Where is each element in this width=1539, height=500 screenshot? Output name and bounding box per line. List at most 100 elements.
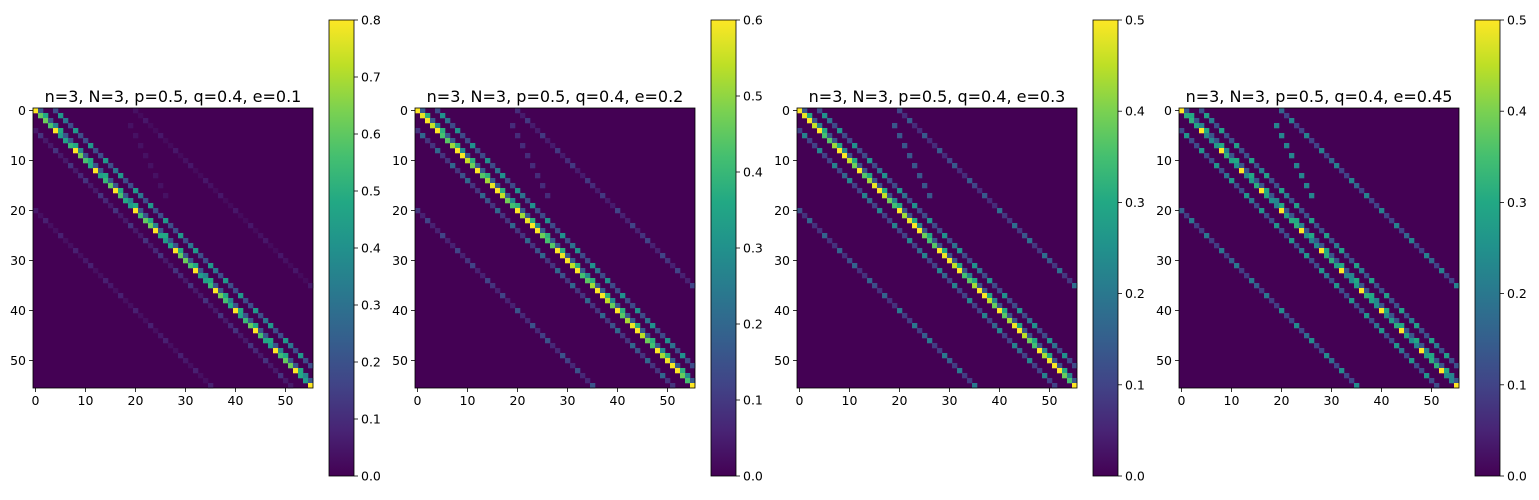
heatmap-cell bbox=[208, 278, 214, 284]
heatmap-cell bbox=[912, 218, 918, 224]
heatmap-cell bbox=[475, 168, 481, 174]
heatmap-cell bbox=[133, 203, 139, 209]
heatmap-cell bbox=[1284, 193, 1290, 199]
heatmap-cell bbox=[655, 348, 661, 354]
heatmap-cell bbox=[460, 173, 466, 179]
colorbar-frame bbox=[1092, 19, 1119, 477]
heatmap-cell bbox=[148, 163, 154, 169]
heatmap-cell bbox=[1419, 328, 1425, 334]
heatmap-cell bbox=[515, 188, 521, 194]
y-tick-label: 40 bbox=[774, 303, 790, 318]
heatmap-cell bbox=[1299, 223, 1305, 229]
heatmap-cell bbox=[1274, 123, 1280, 129]
heatmap-cell bbox=[560, 248, 566, 254]
heatmap-cell bbox=[490, 183, 496, 189]
x-tick-label: 0 bbox=[796, 393, 804, 408]
x-tick-label: 20 bbox=[892, 393, 908, 408]
heatmap-cell bbox=[877, 188, 883, 194]
heatmap-cell bbox=[1254, 283, 1260, 289]
heatmap-cell bbox=[1374, 283, 1380, 289]
heatmap-cell bbox=[570, 283, 576, 289]
heatmap-cell bbox=[188, 163, 194, 169]
heatmap-cell bbox=[293, 348, 299, 354]
heatmap-cell bbox=[972, 263, 978, 269]
heatmap-cell bbox=[550, 223, 556, 229]
heatmap-cell bbox=[133, 208, 139, 214]
heatmap-cell bbox=[580, 268, 586, 274]
heatmap-cell bbox=[817, 123, 823, 129]
heatmap-cell bbox=[1047, 258, 1053, 264]
heatmap-cell bbox=[902, 213, 908, 219]
heatmap-cell bbox=[1037, 348, 1043, 354]
heatmap-cell bbox=[1204, 113, 1210, 119]
heatmap-cell bbox=[630, 223, 636, 229]
heatmap-cell bbox=[420, 108, 426, 114]
heatmap-cell bbox=[163, 238, 169, 244]
heatmap-cell bbox=[510, 203, 516, 209]
heatmap-cell bbox=[1289, 153, 1295, 159]
heatmap-cell bbox=[465, 153, 471, 159]
heatmap-cell bbox=[303, 378, 309, 384]
heatmap-cell bbox=[565, 158, 571, 164]
heatmap-cell bbox=[500, 293, 506, 299]
heatmap-cell bbox=[1319, 248, 1325, 254]
heatmap-cell bbox=[625, 313, 631, 319]
heatmap-cell bbox=[133, 188, 139, 194]
heatmap-cell bbox=[108, 283, 114, 289]
heatmap-cell bbox=[1289, 118, 1295, 124]
colorbar-tick-label: 0.0 bbox=[1125, 469, 1145, 484]
heatmap-cell bbox=[1304, 333, 1310, 339]
heatmap-cell bbox=[1007, 218, 1013, 224]
heatmap-cell bbox=[103, 278, 109, 284]
heatmap-cell bbox=[867, 278, 873, 284]
heatmap-cell bbox=[837, 143, 843, 149]
heatmap-cell bbox=[610, 283, 616, 289]
heatmap-cell bbox=[595, 188, 601, 194]
heatmap-cell bbox=[937, 148, 943, 154]
heatmap-cell bbox=[560, 273, 566, 279]
heatmap-cell bbox=[680, 373, 686, 379]
heatmap-cell bbox=[163, 218, 169, 224]
heatmap-cell bbox=[640, 333, 646, 339]
heatmap-cell bbox=[1279, 203, 1285, 209]
heatmap-cell bbox=[168, 263, 174, 269]
heatmap-cell bbox=[455, 148, 461, 154]
heatmap-cell bbox=[1254, 178, 1260, 184]
heatmap-cell bbox=[1264, 173, 1270, 179]
heatmap-cell bbox=[1052, 383, 1058, 389]
heatmap-cell bbox=[1002, 293, 1008, 299]
colorbar-gradient bbox=[1093, 20, 1118, 476]
heatmap-cell bbox=[665, 378, 671, 384]
heatmap-cell bbox=[198, 268, 204, 274]
heatmap-cell bbox=[1364, 313, 1370, 319]
heatmap-cell bbox=[1209, 138, 1215, 144]
heatmap-cell bbox=[1209, 118, 1215, 124]
heatmap-cell bbox=[243, 318, 249, 324]
heatmap-cell bbox=[1454, 378, 1460, 384]
heatmap-cell bbox=[163, 258, 169, 264]
heatmap-cell bbox=[465, 138, 471, 144]
heatmap-cell bbox=[188, 363, 194, 369]
heatmap-cell bbox=[1384, 313, 1390, 319]
heatmap-cell bbox=[670, 363, 676, 369]
heatmap-cell bbox=[670, 383, 676, 389]
heatmap-cell bbox=[897, 108, 903, 114]
heatmap-cell bbox=[1344, 373, 1350, 379]
heatmap-cell bbox=[917, 128, 923, 134]
heatmap-cell bbox=[73, 248, 79, 254]
heatmap-cell bbox=[1224, 173, 1230, 179]
y-tick-label: 10 bbox=[774, 153, 790, 168]
heatmap-cell bbox=[525, 198, 531, 204]
heatmap-cell bbox=[1349, 178, 1355, 184]
heatmap-cell bbox=[480, 173, 486, 179]
heatmap-cell bbox=[455, 128, 461, 134]
heatmap-cell bbox=[273, 328, 279, 334]
heatmap-cell bbox=[128, 123, 134, 129]
heatmap-cell bbox=[962, 293, 968, 299]
heatmap-cell bbox=[93, 268, 99, 274]
heatmap-cell bbox=[1244, 273, 1250, 279]
heatmap-cell bbox=[163, 193, 169, 199]
y-tick-label: 10 bbox=[1156, 153, 1172, 168]
heatmap-cell bbox=[38, 108, 44, 114]
heatmap-cell bbox=[922, 233, 928, 239]
